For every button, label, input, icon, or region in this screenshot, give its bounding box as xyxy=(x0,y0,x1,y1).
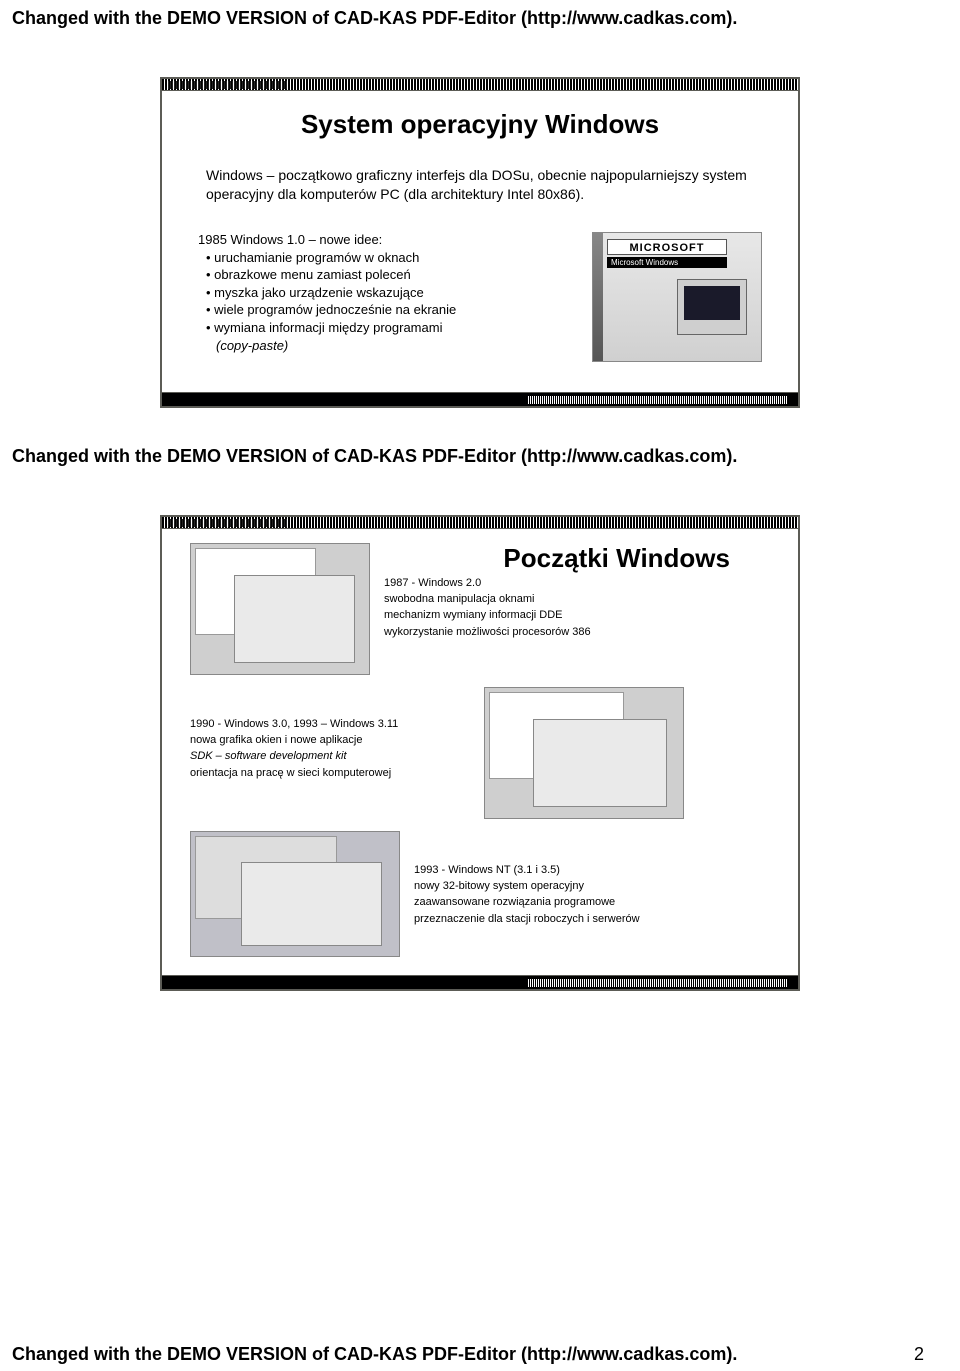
screenshot-win2 xyxy=(190,543,370,675)
slide-1-intro: Windows – początkowo graficzny interfejs… xyxy=(206,166,754,204)
bullet-item: obrazkowe menu zamiast poleceń xyxy=(206,266,572,284)
product-box-image: MICROSOFT Microsoft Windows xyxy=(592,232,762,362)
block2-line: SDK – software development kit xyxy=(190,749,470,763)
bullet-item: wiele programów jednocześnie na ekranie xyxy=(206,301,572,319)
slide-titlebar xyxy=(162,79,798,91)
box-spine xyxy=(593,233,603,361)
slide-1-lead: 1985 Windows 1.0 – nowe idee: xyxy=(198,232,572,247)
page-number: 2 xyxy=(914,1344,924,1365)
slide-2-top: Początki Windows 1987 - Windows 2.0 swob… xyxy=(190,543,770,675)
bullet-item: myszka jako urządzenie wskazujące xyxy=(206,284,572,302)
bullet-tail: (copy-paste) xyxy=(216,337,572,355)
screenshot-winnt xyxy=(190,831,400,957)
block3-line: przeznaczenie dla stacji roboczych i ser… xyxy=(414,912,770,926)
bullet-item: wymiana informacji między programami xyxy=(206,319,572,337)
slide-1-title: System operacyjny Windows xyxy=(198,109,762,140)
block2-line: nowa grafika okien i nowe aplikacje xyxy=(190,733,470,747)
block3-line: zaawansowane rozwiązania programowe xyxy=(414,895,770,909)
block3-line: nowy 32-bitowy system operacyjny xyxy=(414,879,770,893)
watermark-bottom: Changed with the DEMO VERSION of CAD-KAS… xyxy=(12,1344,737,1365)
monitor-icon xyxy=(677,279,747,335)
block2-line: orientacja na pracę w sieci komputerowej xyxy=(190,766,470,780)
slide-2-mid: 1990 - Windows 3.0, 1993 – Windows 3.11 … xyxy=(190,687,770,819)
slide-2-block1: Początki Windows 1987 - Windows 2.0 swob… xyxy=(384,543,770,675)
watermark-mid: Changed with the DEMO VERSION of CAD-KAS… xyxy=(0,438,960,475)
watermark-top: Changed with the DEMO VERSION of CAD-KAS… xyxy=(0,0,960,37)
slide-2-block2: 1990 - Windows 3.0, 1993 – Windows 3.11 … xyxy=(190,687,470,780)
block1-line: wykorzystanie możliwości procesorów 386 xyxy=(384,625,770,639)
block1-line: swobodna manipulacja oknami xyxy=(384,592,770,606)
block3-head: 1993 - Windows NT (3.1 i 3.5) xyxy=(414,863,770,877)
slide-footer xyxy=(162,392,798,406)
product-brand: MICROSOFT xyxy=(607,239,727,255)
slide-titlebar xyxy=(162,517,798,529)
product-label: Microsoft Windows xyxy=(607,257,727,268)
copy-paste-label: (copy-paste) xyxy=(216,338,288,353)
block1-line: mechanizm wymiany informacji DDE xyxy=(384,608,770,622)
slide-footer xyxy=(162,975,798,989)
slide-2-body: Początki Windows 1987 - Windows 2.0 swob… xyxy=(162,529,798,975)
slide-2-title: Początki Windows xyxy=(384,543,730,574)
slide-2: Początki Windows 1987 - Windows 2.0 swob… xyxy=(160,515,800,991)
slide-1-left: 1985 Windows 1.0 – nowe idee: uruchamian… xyxy=(198,232,572,354)
slide-2-block3: 1993 - Windows NT (3.1 i 3.5) nowy 32-bi… xyxy=(414,831,770,926)
sdk-italic: SDK – software development kit xyxy=(190,750,347,762)
slide-1-row: 1985 Windows 1.0 – nowe idee: uruchamian… xyxy=(198,232,762,362)
slide-2-bot: 1993 - Windows NT (3.1 i 3.5) nowy 32-bi… xyxy=(190,831,770,957)
slide-1-body: System operacyjny Windows Windows – pocz… xyxy=(162,91,798,392)
screenshot-win3 xyxy=(484,687,684,819)
slide-1-bullets: uruchamianie programów w oknach obrazkow… xyxy=(206,249,572,337)
block1-head: 1987 - Windows 2.0 xyxy=(384,576,770,590)
block2-head: 1990 - Windows 3.0, 1993 – Windows 3.11 xyxy=(190,717,470,731)
slide-1: System operacyjny Windows Windows – pocz… xyxy=(160,77,800,408)
bullet-item: uruchamianie programów w oknach xyxy=(206,249,572,267)
